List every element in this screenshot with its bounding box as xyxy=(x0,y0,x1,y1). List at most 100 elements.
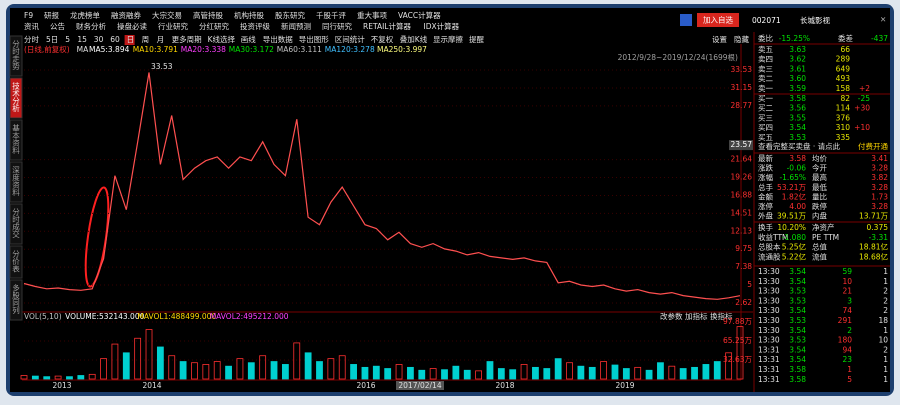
toolbar-right[interactable]: 设置 xyxy=(712,34,727,44)
x-tick-label: 2018 xyxy=(495,381,514,390)
quote-cell: 3.54 xyxy=(789,345,806,354)
toolbar-item[interactable]: 月 xyxy=(157,35,165,44)
side-tab-label[interactable]: 分时成交 xyxy=(11,208,20,240)
stat-cell: 收益TTM xyxy=(758,232,789,242)
toolbar-item[interactable]: 5日 xyxy=(46,35,58,44)
toolbar-item[interactable]: 更多周期 xyxy=(172,34,202,44)
volume-bar xyxy=(77,375,85,380)
y-tick-label: 7.38 xyxy=(735,262,752,271)
volume-bar xyxy=(418,369,426,380)
menu-item[interactable]: 融资融券 xyxy=(111,10,141,20)
side-tab-label[interactable]: 基本资料 xyxy=(11,123,20,156)
menu-item[interactable]: VACC计算器 xyxy=(398,10,441,20)
toolbar-item[interactable]: 30 xyxy=(94,35,104,44)
stat-cell: 最低 xyxy=(812,182,827,192)
quote-cell: 13:30 xyxy=(758,287,780,296)
close-icon[interactable]: ✕ xyxy=(880,15,886,24)
menu-item[interactable]: 财务分析 xyxy=(76,21,106,31)
stat-cell: 18.68亿 xyxy=(859,251,888,261)
menu-item[interactable]: 投资评级 xyxy=(240,21,270,31)
stat-cell: 流值 xyxy=(812,251,827,261)
menu-item[interactable]: 行业研究 xyxy=(158,21,188,31)
side-tab-label[interactable]: 分时走势 xyxy=(11,40,20,72)
toolbar-item[interactable]: 导出图形 xyxy=(299,34,329,44)
quote-cell: 3.55 xyxy=(789,113,806,122)
volume-bar xyxy=(588,366,596,380)
side-tab[interactable] xyxy=(9,203,23,245)
add-button-bg[interactable] xyxy=(697,13,739,27)
toolbar-item[interactable]: 周 xyxy=(142,35,150,44)
quote-cell: 3.54 xyxy=(789,267,806,276)
quote-cell: +2 xyxy=(859,84,870,93)
side-tab[interactable] xyxy=(9,245,23,279)
toolbar-item[interactable]: 显示摩擦 xyxy=(433,34,463,44)
stat-cell: 流通股 xyxy=(758,251,781,261)
toolbar-right[interactable]: 隐藏 xyxy=(734,34,749,44)
side-tab-label[interactable]: 技术分析 xyxy=(11,81,20,114)
menu-item[interactable]: 千股千评 xyxy=(316,10,346,20)
toolbar-item[interactable]: 15 xyxy=(77,35,87,44)
volume-bar xyxy=(100,358,107,380)
add-button[interactable]: 加入自选 xyxy=(703,15,733,25)
side-tab[interactable] xyxy=(9,161,23,203)
menu-item[interactable]: 公告 xyxy=(50,21,65,31)
volume-bar xyxy=(713,361,721,380)
side-tab-label[interactable]: 深度资料 xyxy=(11,166,20,198)
volume-bar xyxy=(486,361,494,380)
volume-bar xyxy=(566,362,573,380)
quote-cell: 180 xyxy=(838,336,853,345)
stat-cell: -3.31 xyxy=(869,233,889,242)
quote-cell: 13:30 xyxy=(758,336,780,345)
quote-cell: 158 xyxy=(836,84,851,93)
link-text[interactable]: 查看完整买卖盘 · 请点此 xyxy=(758,141,841,151)
volume-bar xyxy=(407,366,414,380)
toolbar-item[interactable]: 不复权 xyxy=(371,34,394,44)
volume-bar xyxy=(202,364,210,380)
side-tab[interactable] xyxy=(9,119,23,161)
side-tab[interactable] xyxy=(9,279,23,321)
toolbar-item[interactable]: 日 xyxy=(127,35,135,44)
menu-item[interactable]: 大宗交易 xyxy=(152,10,182,20)
toolbar-item[interactable]: K线选择 xyxy=(208,34,236,44)
menu-item[interactable]: 龙虎榜单 xyxy=(70,10,100,20)
quote-cell: 59 xyxy=(842,267,852,276)
volume-bar xyxy=(281,364,289,380)
quote-cell: 94 xyxy=(842,345,852,354)
toolbar-item[interactable]: 60 xyxy=(110,35,120,44)
side-tab[interactable] xyxy=(9,35,23,77)
menu-item[interactable]: 股东研究 xyxy=(275,10,305,20)
toolbar-item[interactable]: 区间统计 xyxy=(335,34,365,44)
menu-item[interactable]: RETAIL计算器 xyxy=(363,21,411,31)
volume-bar xyxy=(600,361,608,380)
quote-cell: 74 xyxy=(842,306,852,315)
menu-item[interactable]: 操盘必读 xyxy=(117,21,147,31)
vol-button[interactable]: 加指标 xyxy=(685,311,708,321)
side-tab-label[interactable]: 分价表 xyxy=(11,250,20,274)
y-tick-label: 19.26 xyxy=(731,173,753,182)
y-tick-label: 14.51 xyxy=(731,208,753,217)
quote-cell: 1 xyxy=(883,326,888,335)
menu-item[interactable]: 研报 xyxy=(44,10,59,20)
vol-button[interactable]: 换指标 xyxy=(710,311,733,321)
menu-item[interactable]: IDX计算器 xyxy=(424,21,460,31)
menu-item[interactable]: 机构持股 xyxy=(234,10,264,20)
menu-item[interactable]: 同行研究 xyxy=(322,21,352,31)
menu-item[interactable]: 资讯 xyxy=(24,21,39,31)
toolbar-item[interactable]: 5 xyxy=(65,35,70,44)
toolbar-item[interactable]: 画线 xyxy=(241,34,256,44)
toolbar-item[interactable]: 叠加K线 xyxy=(400,34,428,44)
menu-item[interactable]: 高管持股 xyxy=(193,10,223,20)
side-tab[interactable] xyxy=(9,77,23,119)
menu-item[interactable]: 分红研究 xyxy=(199,21,229,31)
menu-item[interactable]: 新闻预测 xyxy=(281,21,311,31)
toolbar-item[interactable]: 提醒 xyxy=(469,34,484,44)
toolbar-item[interactable]: 导出数据 xyxy=(263,34,293,44)
side-tab-label[interactable]: 多股同列 xyxy=(11,283,20,316)
vol-button[interactable]: 改参数 xyxy=(660,311,683,321)
icon[interactable] xyxy=(680,14,692,26)
menu-item[interactable]: F9 xyxy=(24,11,33,20)
menu-item[interactable]: 重大事项 xyxy=(357,10,387,20)
link-pay[interactable]: 付费开通 xyxy=(858,141,888,151)
toolbar-item[interactable]: 分时 xyxy=(24,34,39,44)
quote-cell: 13:31 xyxy=(758,345,780,354)
